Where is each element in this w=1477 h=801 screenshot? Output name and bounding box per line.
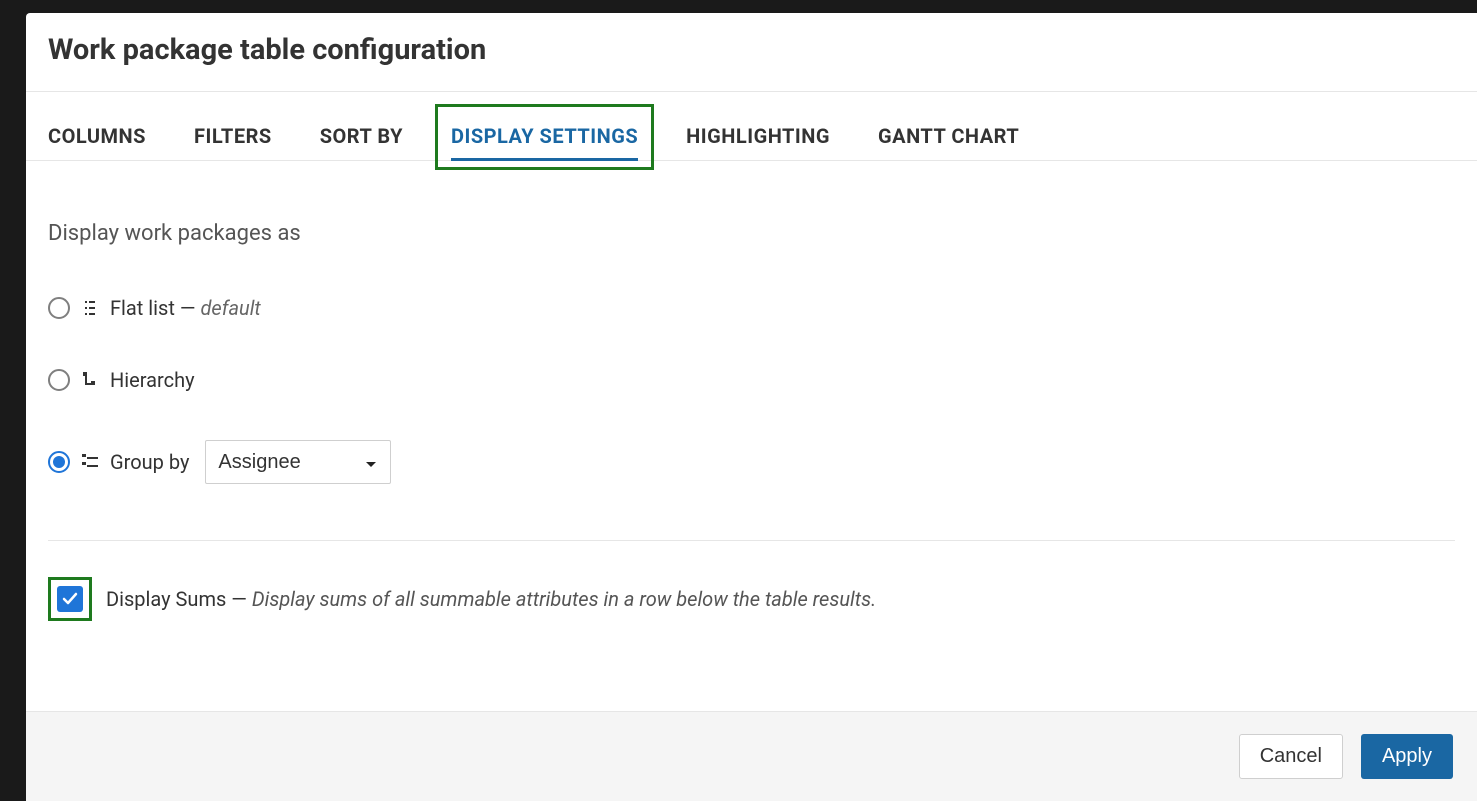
option-flat-list[interactable]: Flat list — default — [48, 296, 1455, 320]
display-sums-row: Display Sums — Display sums of all summa… — [48, 577, 1455, 621]
group-by-icon — [82, 454, 98, 470]
flat-list-icon — [82, 300, 98, 316]
tab-display-settings[interactable]: DISPLAY SETTINGS — [451, 112, 638, 160]
tab-label: DISPLAY SETTINGS — [451, 124, 638, 148]
display-sums-description: Display sums of all summable attributes … — [252, 587, 876, 611]
tabs: COLUMNS FILTERS SORT BY DISPLAY SETTINGS… — [26, 112, 1477, 161]
tab-label: HIGHLIGHTING — [686, 124, 830, 148]
option-hierarchy[interactable]: Hierarchy — [48, 368, 1455, 392]
display-sums-text: Display Sums — Display sums of all summa… — [106, 587, 876, 611]
radio-flat-list[interactable] — [48, 297, 70, 319]
hierarchy-icon — [82, 372, 98, 388]
option-hierarchy-label: Hierarchy — [110, 368, 195, 392]
checkbox-highlight-box — [48, 577, 92, 621]
tab-label: FILTERS — [194, 124, 272, 148]
divider — [48, 540, 1455, 541]
tab-label: COLUMNS — [48, 124, 146, 148]
tab-filters[interactable]: FILTERS — [194, 112, 272, 160]
option-group-by[interactable]: Group by Assignee — [48, 440, 1455, 484]
config-dialog: Work package table configuration COLUMNS… — [26, 13, 1477, 801]
section-title: Display work packages as — [48, 221, 1455, 246]
radio-hierarchy[interactable] — [48, 369, 70, 391]
display-sums-checkbox[interactable] — [57, 586, 83, 612]
display-sums-label: Display Sums — [106, 587, 226, 611]
group-by-select[interactable]: Assignee — [205, 440, 391, 484]
tab-sort-by[interactable]: SORT BY — [320, 112, 403, 160]
cancel-button[interactable]: Cancel — [1239, 734, 1343, 779]
tab-label: GANTT CHART — [878, 124, 1019, 148]
tab-columns[interactable]: COLUMNS — [48, 112, 146, 160]
separator: — — [180, 296, 196, 320]
dialog-footer: Cancel Apply — [26, 711, 1477, 801]
option-group-by-label: Group by — [110, 450, 189, 474]
separator: — — [231, 587, 247, 611]
flat-list-label-text: Flat list — [110, 296, 175, 320]
tab-highlighting[interactable]: HIGHLIGHTING — [686, 112, 830, 160]
radio-group-by[interactable] — [48, 451, 70, 473]
option-flat-list-label: Flat list — default — [110, 296, 261, 320]
tab-label: SORT BY — [320, 124, 403, 148]
default-hint: default — [200, 296, 260, 320]
check-icon — [61, 590, 79, 608]
dialog-title: Work package table configuration — [48, 33, 1455, 67]
tab-gantt-chart[interactable]: GANTT CHART — [878, 112, 1019, 160]
apply-button[interactable]: Apply — [1361, 734, 1453, 779]
